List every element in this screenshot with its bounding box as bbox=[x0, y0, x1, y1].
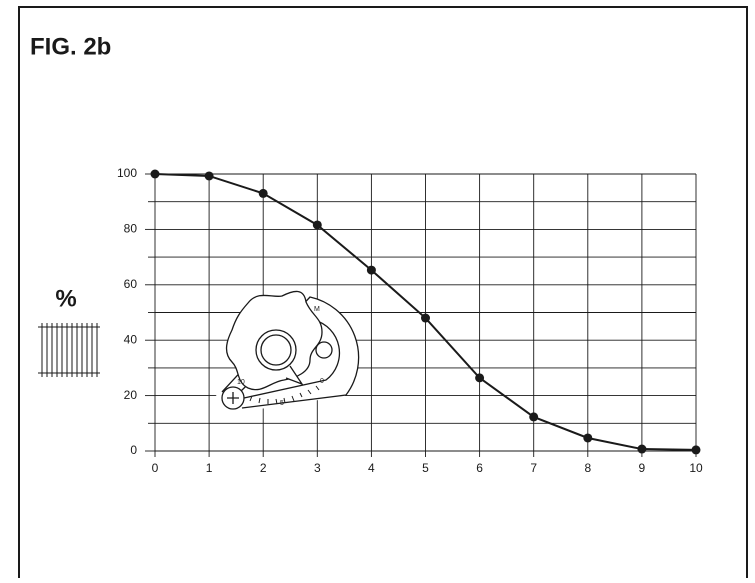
data-point bbox=[259, 189, 268, 198]
figure-title: FIG. 2b bbox=[30, 33, 111, 60]
data-point bbox=[475, 373, 484, 382]
dial-label: 10 bbox=[237, 379, 245, 386]
y-axis-label: % bbox=[55, 285, 76, 312]
x-tick-label: 5 bbox=[422, 461, 429, 475]
figure: FIG. 2b % M 10 5 0 0 20 40 60 80 100 0 1 2 3 4 5 6 7 8… bbox=[0, 0, 755, 578]
data-point bbox=[421, 314, 430, 323]
x-tick-label: 2 bbox=[260, 461, 267, 475]
x-tick-label: 10 bbox=[689, 461, 703, 475]
data-point bbox=[313, 220, 322, 229]
dial-label: 5 bbox=[280, 400, 284, 407]
y-tick-label: 40 bbox=[124, 332, 138, 346]
y-tick-label: 20 bbox=[124, 388, 138, 402]
y-tick-label: 100 bbox=[117, 166, 137, 180]
y-tick-label: 60 bbox=[124, 277, 138, 291]
data-point bbox=[637, 445, 646, 454]
dial-label: 0 bbox=[320, 378, 324, 385]
x-tick-label: 7 bbox=[530, 461, 537, 475]
x-tick-label: 4 bbox=[368, 461, 375, 475]
data-point bbox=[151, 170, 160, 179]
y-tick-label: 0 bbox=[130, 443, 137, 457]
data-point bbox=[529, 412, 538, 421]
x-tick-label: 1 bbox=[206, 461, 213, 475]
data-point bbox=[583, 433, 592, 442]
y-tick-label: 80 bbox=[124, 222, 138, 236]
x-tick-label: 3 bbox=[314, 461, 321, 475]
x-tick-label: 6 bbox=[476, 461, 483, 475]
x-tick-label: 8 bbox=[584, 461, 591, 475]
data-point bbox=[205, 171, 214, 180]
dial-label: M bbox=[314, 306, 320, 313]
data-point bbox=[367, 266, 376, 275]
frame bbox=[19, 7, 747, 578]
x-tick-label: 0 bbox=[152, 461, 159, 475]
data-point bbox=[692, 445, 701, 454]
x-tick-label: 9 bbox=[639, 461, 646, 475]
